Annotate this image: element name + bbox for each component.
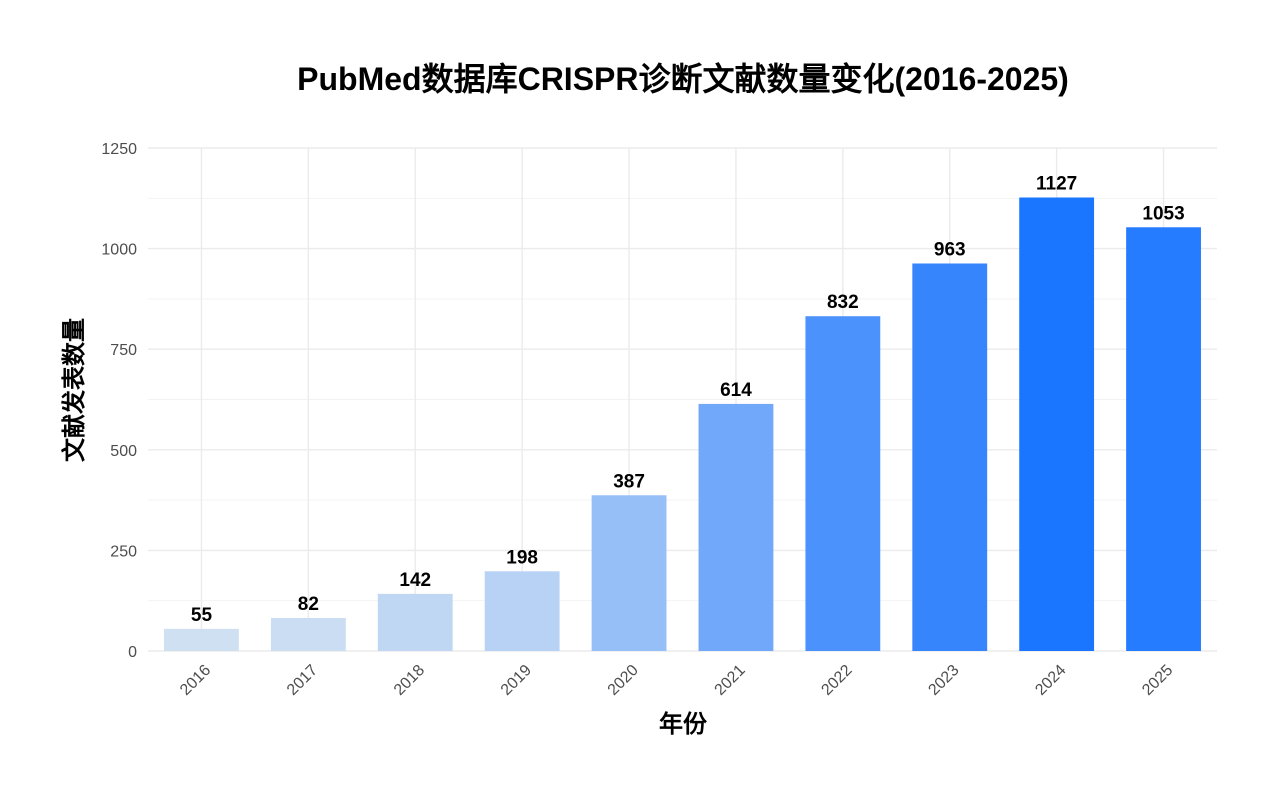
bar-2019 <box>484 571 560 651</box>
data-labels: 55 82 142 198 387 614 832 963 1127 1053 <box>191 173 1185 625</box>
y-tick-label: 1000 <box>101 242 137 259</box>
data-label-2018: 142 <box>399 570 431 591</box>
y-tick-label: 0 <box>128 644 137 661</box>
data-label-2023: 963 <box>934 239 966 260</box>
data-label-2020: 387 <box>613 471 645 492</box>
x-tick-label: 2019 <box>498 662 535 699</box>
chart-title: PubMed数据库CRISPR诊断文献数量变化(2016-2025) <box>297 61 1069 97</box>
y-tick-label: 750 <box>110 342 137 359</box>
bar-2024 <box>1019 197 1095 652</box>
x-tick-label: 2024 <box>1032 662 1069 699</box>
bar-2016 <box>164 628 239 651</box>
bars <box>164 197 1201 652</box>
bar-2021 <box>698 403 774 651</box>
y-tick-label: 500 <box>110 443 137 460</box>
bar-2020 <box>591 495 667 651</box>
data-label-2022: 832 <box>827 292 859 313</box>
x-tick-label: 2018 <box>391 662 428 699</box>
x-tick-label: 2020 <box>605 662 642 699</box>
x-tick-label: 2025 <box>1139 662 1176 699</box>
x-axis-ticks: 2016 2017 2018 2019 2020 2021 2022 2023 2024 2025 <box>177 662 1176 699</box>
bar-2018 <box>377 593 453 651</box>
data-label-2024: 1127 <box>1036 173 1077 194</box>
y-tick-label: 1250 <box>101 141 137 158</box>
x-axis-title: 年份 <box>659 710 708 738</box>
x-tick-label: 2023 <box>925 662 962 699</box>
x-tick-label: 2021 <box>712 662 749 699</box>
bar-2022 <box>805 316 881 651</box>
bar-2017 <box>270 618 346 651</box>
data-label-2019: 198 <box>506 547 538 568</box>
y-tick-label: 250 <box>110 543 137 560</box>
data-label-2025: 1053 <box>1142 203 1184 224</box>
data-label-2021: 614 <box>720 380 752 401</box>
data-label-2016: 55 <box>191 605 213 626</box>
data-label-2017: 82 <box>298 594 319 615</box>
y-axis-ticks: 0 250 500 750 1000 1250 <box>101 141 137 661</box>
bar-2025 <box>1126 227 1201 651</box>
bar-2023 <box>912 263 988 651</box>
x-tick-label: 2016 <box>177 662 214 699</box>
x-tick-label: 2017 <box>284 662 321 699</box>
x-tick-label: 2022 <box>818 662 855 699</box>
y-axis-title: 文献发表数量 <box>60 318 88 462</box>
